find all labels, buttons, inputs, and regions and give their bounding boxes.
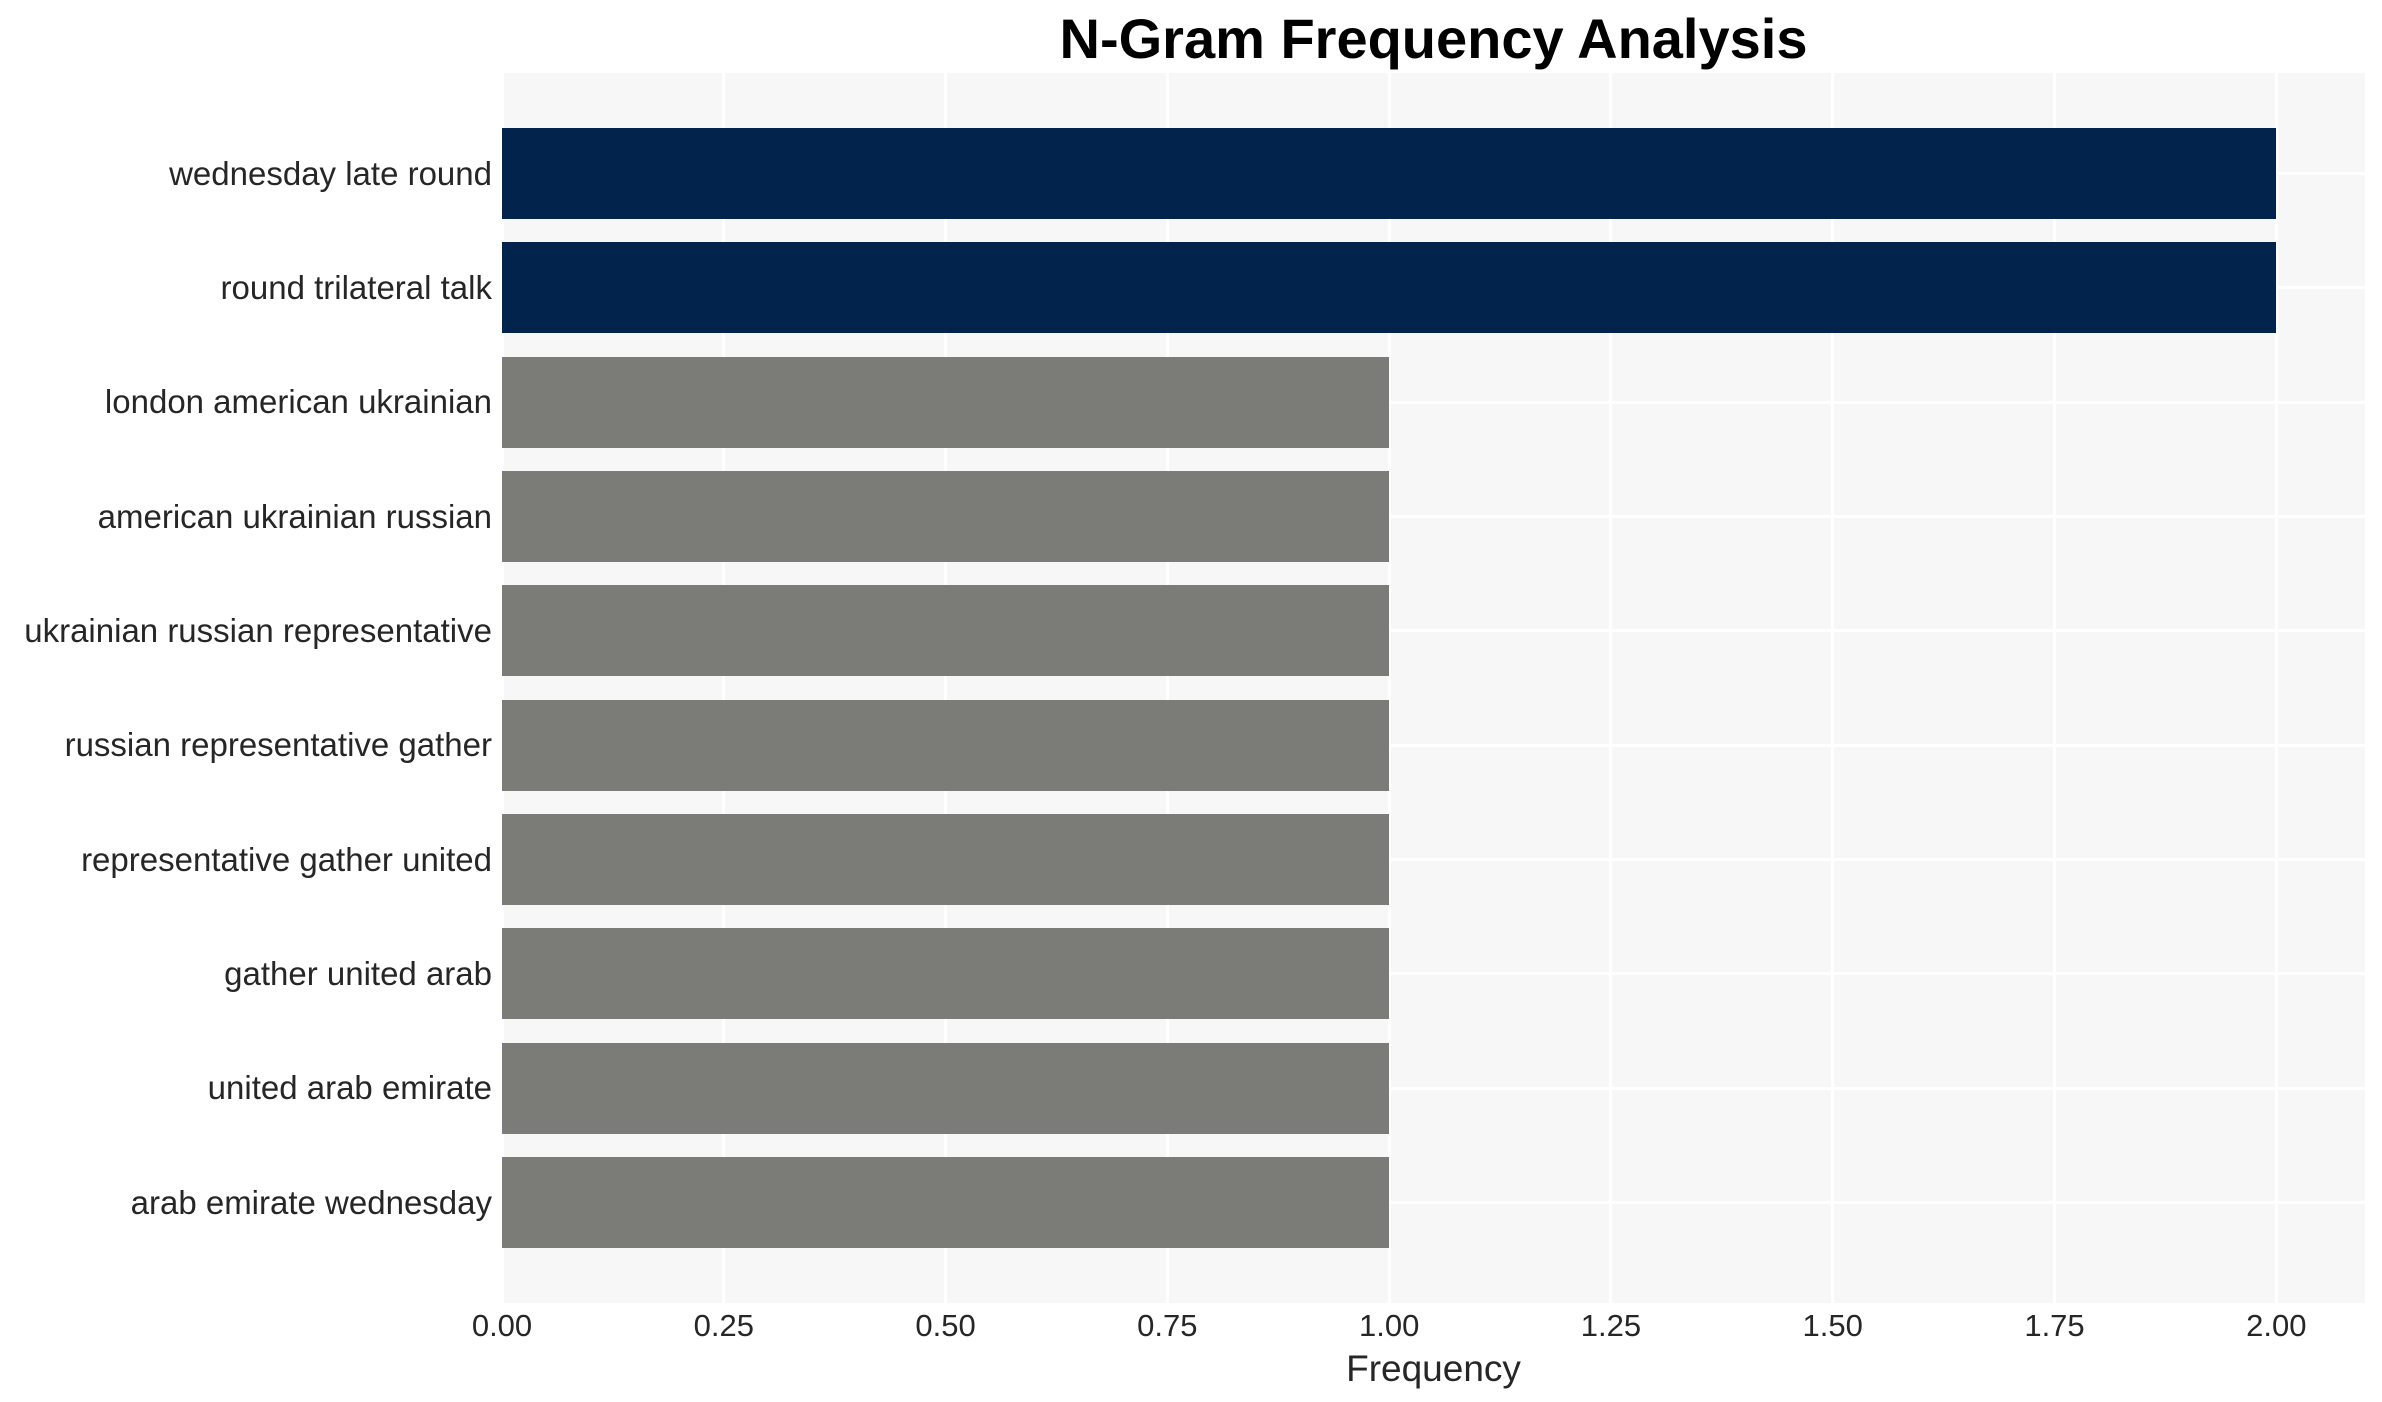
chart-title: N-Gram Frequency Analysis (1059, 7, 1808, 70)
gridline-vertical (2274, 73, 2278, 1303)
gridline-horizontal (502, 629, 2365, 633)
bar (502, 471, 1390, 562)
gridline-vertical (944, 73, 948, 1303)
x-axis-tick-label: 0.00 (471, 1308, 533, 1343)
x-axis-tick-label: 2.00 (2246, 1308, 2307, 1343)
bar (502, 814, 1390, 905)
y-axis-label: american ukrainian russian (97, 497, 492, 535)
gridline-vertical (500, 73, 504, 1303)
gridline-horizontal (502, 972, 2365, 976)
gridline-horizontal (502, 1086, 2365, 1090)
y-axis-label: united arab emirate (207, 1069, 492, 1107)
x-axis-tick-label: 0.25 (693, 1308, 754, 1343)
bar (502, 356, 1390, 448)
y-axis-label: round trilateral talk (220, 268, 492, 306)
gridline-vertical (722, 73, 726, 1303)
y-axis-label: arab emirate wednesday (130, 1183, 492, 1221)
x-axis-tick-label: 1.00 (1358, 1308, 1420, 1343)
gridline-vertical (1831, 73, 1835, 1303)
gridline-vertical (2053, 73, 2056, 1303)
gridline-horizontal (502, 515, 2365, 518)
x-axis-tick-label: 0.50 (915, 1308, 976, 1343)
bar (502, 699, 1390, 791)
gridline-vertical (1609, 73, 1613, 1303)
y-axis-label: gather united arab (224, 954, 492, 992)
bar (502, 242, 2277, 334)
y-axis-label: russian representative gather (64, 726, 492, 764)
bar (502, 1042, 1390, 1134)
x-axis-tick-label: 1.50 (1802, 1308, 1863, 1343)
gridline-horizontal (502, 400, 2365, 404)
y-axis-label: representative gather united (81, 840, 492, 878)
bar (502, 585, 1390, 677)
x-axis-tick-label: 0.75 (1137, 1308, 1198, 1343)
gridline-horizontal (502, 858, 2365, 861)
gridline-vertical (1387, 73, 1391, 1303)
plot-area (500, 73, 2365, 1303)
gridline-horizontal (502, 743, 2365, 747)
y-axis-label: ukrainian russian representative (24, 611, 492, 649)
bar (502, 128, 2277, 219)
y-axis-labels: wednesday late round round trilateral tal… (0, 73, 492, 1303)
gridline-vertical (1165, 73, 1169, 1303)
bar (502, 1157, 1390, 1248)
gridline-horizontal (502, 1201, 2365, 1204)
x-axis-tick-label: 1.75 (2024, 1308, 2085, 1343)
x-axis-label: Frequency (1346, 1348, 1521, 1389)
y-axis-label: wednesday late round (169, 154, 492, 192)
y-axis-label: london american ukrainian (104, 383, 492, 421)
bar (502, 928, 1390, 1020)
x-axis-tick-label: 1.25 (1580, 1308, 1642, 1343)
